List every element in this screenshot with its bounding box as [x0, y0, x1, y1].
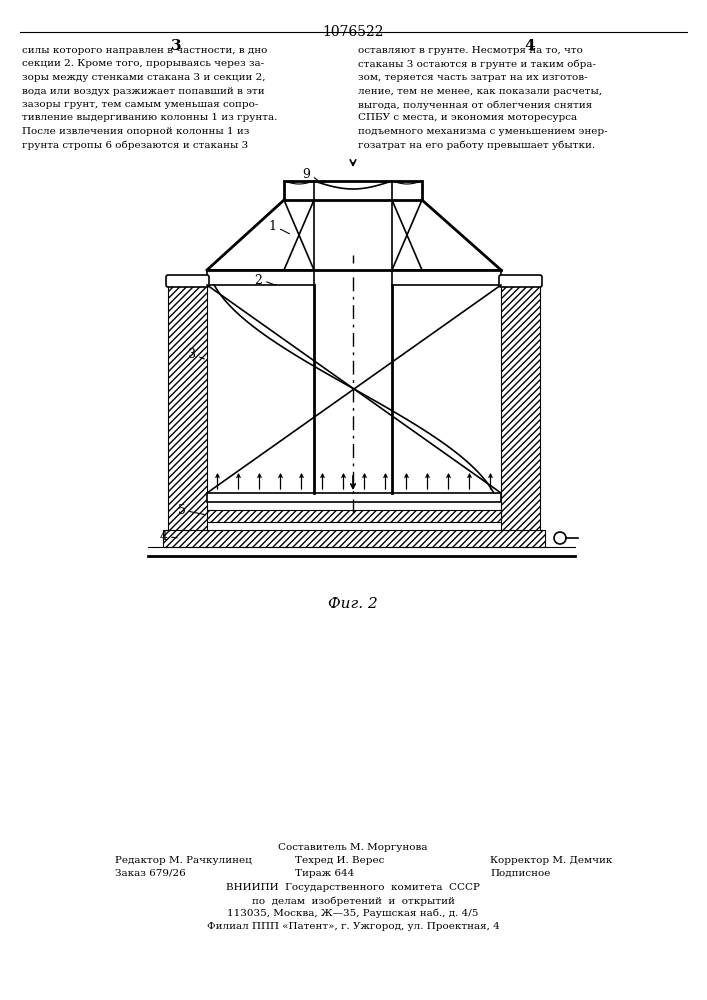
Text: Корректор М. Демчик: Корректор М. Демчик [490, 856, 612, 865]
Text: 1076522: 1076522 [322, 25, 384, 39]
Bar [168, 285, 207, 535]
Text: 4: 4 [160, 530, 168, 544]
Text: подъемного механизма с уменьшением энер-: подъемного механизма с уменьшением энер- [358, 127, 607, 136]
Text: Подписное: Подписное [490, 869, 550, 878]
Text: по  делам  изобретений  и  открытий: по делам изобретений и открытий [252, 896, 455, 906]
Bar [501, 285, 540, 535]
Text: секции 2. Кроме того, прорываясь через за-: секции 2. Кроме того, прорываясь через з… [22, 60, 264, 68]
Text: ление, тем не менее, как показали расчеты,: ление, тем не менее, как показали расчет… [358, 87, 602, 96]
Text: Составитель М. Моргунова: Составитель М. Моргунова [279, 843, 428, 852]
Text: вода или воздух разжижает попавший в эти: вода или воздух разжижает попавший в эти [22, 87, 264, 96]
Text: оставляют в грунте. Несмотря на то, что: оставляют в грунте. Несмотря на то, что [358, 46, 583, 55]
Text: 3: 3 [170, 39, 181, 53]
Text: грунта стропы 6 обрезаются и стаканы 3: грунта стропы 6 обрезаются и стаканы 3 [22, 140, 248, 150]
Text: 5: 5 [178, 504, 186, 516]
Bar [207, 270, 314, 285]
Text: тивление выдергиванию колонны 1 из грунта.: тивление выдергиванию колонны 1 из грунт… [22, 113, 277, 122]
Bar [163, 530, 545, 547]
Bar [284, 181, 422, 200]
Bar [207, 493, 501, 502]
Text: Фиг. 2: Фиг. 2 [328, 597, 378, 611]
Text: 3: 3 [188, 349, 196, 361]
Text: выгода, полученная от облегчения снятия: выгода, полученная от облегчения снятия [358, 100, 592, 109]
Text: 4: 4 [525, 39, 535, 53]
Text: 113035, Москва, Ж—35, Раушская наб., д. 4/5: 113035, Москва, Ж—35, Раушская наб., д. … [228, 909, 479, 918]
Text: зазоры грунт, тем самым уменьшая сопро-: зазоры грунт, тем самым уменьшая сопро- [22, 100, 258, 109]
Text: зом, теряется часть затрат на их изготов-: зом, теряется часть затрат на их изготов… [358, 73, 588, 82]
Bar [392, 270, 501, 285]
Text: После извлечения опорной колонны 1 из: После извлечения опорной колонны 1 из [22, 127, 250, 136]
Text: Техред И. Верес: Техред И. Верес [295, 856, 385, 865]
Text: зоры между стенками стакана 3 и секции 2,: зоры между стенками стакана 3 и секции 2… [22, 73, 266, 82]
Text: Редактор М. Рачкулинец: Редактор М. Рачкулинец [115, 856, 252, 865]
Text: Тираж 644: Тираж 644 [295, 869, 354, 878]
Text: 9: 9 [302, 168, 310, 182]
Text: стаканы 3 остаются в грунте и таким обра-: стаканы 3 остаются в грунте и таким обра… [358, 60, 596, 69]
Text: Заказ 679/26: Заказ 679/26 [115, 869, 186, 878]
FancyBboxPatch shape [499, 275, 542, 287]
Text: ВНИИПИ  Государственного  комитета  СССР: ВНИИПИ Государственного комитета СССР [226, 883, 480, 892]
FancyBboxPatch shape [166, 275, 209, 287]
Text: 1: 1 [268, 221, 276, 233]
Text: силы которого направлен в частности, в дно: силы которого направлен в частности, в д… [22, 46, 267, 55]
Text: СПБУ с места, и экономия моторесурса: СПБУ с места, и экономия моторесурса [358, 113, 577, 122]
Text: гозатрат на его работу превышает убытки.: гозатрат на его работу превышает убытки. [358, 140, 595, 150]
Text: 2: 2 [254, 273, 262, 286]
Text: Филиал ППП «Патент», г. Ужгород, ул. Проектная, 4: Филиал ППП «Патент», г. Ужгород, ул. Про… [206, 922, 499, 931]
Bar [207, 510, 501, 522]
